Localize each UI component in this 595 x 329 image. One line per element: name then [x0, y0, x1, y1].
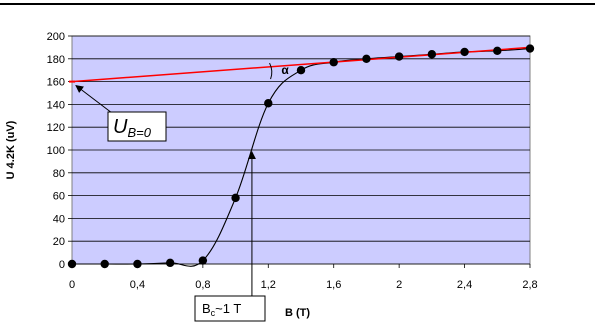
- bc-rest: ~1 T: [215, 301, 241, 316]
- data-point: [165, 258, 175, 268]
- x-tick-label: 1,6: [326, 279, 341, 291]
- bc-callout-box: [194, 295, 266, 322]
- y-tick-label: 20: [53, 236, 65, 248]
- x-tick-label: 0,8: [195, 279, 210, 291]
- data-point: [525, 44, 535, 53]
- alpha-label: α: [281, 63, 289, 77]
- x-tick-label: 2: [396, 279, 402, 291]
- x-tick-label: 0,4: [130, 279, 145, 291]
- y-tick-label: 0: [59, 259, 65, 271]
- x-tick-label: 0: [69, 279, 75, 291]
- x-axis-label: B (T): [285, 307, 310, 319]
- data-point: [133, 259, 142, 269]
- ub0-arrow: [75, 84, 113, 114]
- data-point: [427, 50, 437, 59]
- y-axis-label: U 4.2K (uV): [5, 120, 17, 179]
- data-point: [460, 47, 469, 57]
- data-point: [394, 52, 404, 61]
- series-fit-line: [71, 46, 531, 83]
- ub0-callout-box: [107, 111, 167, 142]
- y-tick-label: 60: [53, 191, 65, 203]
- bc-main: B: [202, 301, 211, 316]
- data-point: [198, 256, 208, 265]
- x-tick-label: 1,2: [261, 279, 276, 291]
- bc-callout-text: Bc~1 T: [202, 301, 241, 318]
- data-point: [493, 46, 502, 56]
- y-tick-label: 80: [53, 168, 65, 180]
- x-tick-label: 2,4: [457, 279, 472, 291]
- alpha-angle-arc: [269, 62, 273, 80]
- x-tick-label: 2,8: [522, 279, 537, 291]
- data-point: [296, 66, 306, 75]
- data-point: [329, 58, 338, 67]
- y-tick-label: 180: [47, 54, 65, 66]
- ub0-main: U: [113, 116, 128, 138]
- y-tick-labels: 0 20 40 60 80 100 120 140 160 180 200: [47, 31, 65, 271]
- data-point: [67, 259, 77, 269]
- data-point: [100, 259, 109, 269]
- data-point: [231, 193, 240, 203]
- y-tick-label: 120: [47, 122, 65, 134]
- y-tick-label: 100: [47, 145, 65, 157]
- y-tick-label: 200: [47, 31, 65, 43]
- data-point: [264, 99, 273, 108]
- y-tick-label: 40: [53, 213, 65, 225]
- data-point: [362, 54, 371, 63]
- y-tick-label: 140: [47, 99, 65, 111]
- data-points: [67, 44, 535, 269]
- ub0-sub: B=0: [127, 125, 151, 140]
- ub0-callout-text: UB=0: [113, 116, 152, 140]
- x-tick-labels: 0 0,4 0,8 1,2 1,6 2 2,4 2,8: [69, 279, 538, 291]
- y-tick-label: 160: [47, 77, 65, 89]
- bc-sub: c: [211, 308, 216, 318]
